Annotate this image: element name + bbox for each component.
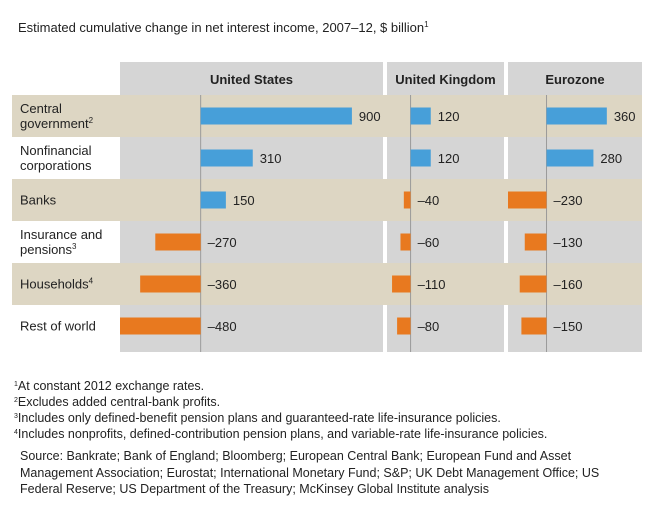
value-label: 360 <box>614 109 636 124</box>
category-label: Insurance and pensions3 <box>20 227 116 257</box>
value-label: –150 <box>554 319 583 334</box>
footnote-marker: 1 <box>14 381 18 388</box>
footnote-text: Includes only defined-benefit pension pl… <box>17 411 501 425</box>
category-note: 2 <box>88 116 94 125</box>
bar <box>397 317 411 335</box>
footnote-text: Excludes added central-bank profits. <box>17 395 221 409</box>
panel-header: Eurozone <box>545 72 605 87</box>
bar <box>403 191 411 209</box>
bar <box>155 233 201 251</box>
bar <box>120 317 201 335</box>
value-label: –110 <box>418 277 446 292</box>
bar <box>410 107 431 125</box>
category-label: Central government2 <box>20 101 116 131</box>
category-text: Households <box>20 276 89 292</box>
category-text: Nonfinancial corporations <box>20 143 92 173</box>
value-label: –80 <box>418 319 440 334</box>
category-text: Insurance and pensions <box>20 227 103 257</box>
footnote-marker: 3 <box>14 413 18 420</box>
footnote-text: At constant 2012 exchange rates. <box>17 379 205 393</box>
category-label: Rest of world <box>20 319 116 334</box>
value-label: –230 <box>554 193 583 208</box>
title-note: 1 <box>424 20 429 29</box>
footnote: 1At constant 2012 exchange rates. <box>14 378 204 394</box>
category-label: Households4 <box>20 277 116 292</box>
footnote-marker: 2 <box>14 397 18 404</box>
bar <box>524 233 547 251</box>
source: Source: Bankrate; Bank of England; Bloom… <box>20 449 600 496</box>
bar <box>410 149 431 167</box>
category-label: Nonfinancial corporations <box>20 143 116 173</box>
bar <box>200 191 226 209</box>
value-label: –480 <box>208 319 237 334</box>
bar <box>521 317 547 335</box>
category-label: Banks <box>20 193 116 208</box>
value-label: –360 <box>208 277 237 292</box>
category-text: Central government <box>20 101 89 131</box>
value-label: 280 <box>600 151 622 166</box>
panel-header: United Kingdom <box>395 72 496 87</box>
footnote: 3Includes only defined-benefit pension p… <box>14 410 501 426</box>
chart-title-block: Estimated cumulative change in net inter… <box>18 20 429 35</box>
footnote: 2Excludes added central-bank profits. <box>14 394 220 410</box>
footnote-text: Includes nonprofits, defined-contributio… <box>17 427 548 441</box>
bar <box>200 107 352 125</box>
category-note: 4 <box>88 276 94 286</box>
value-label: 150 <box>233 193 255 208</box>
bar <box>519 275 547 293</box>
value-label: 310 <box>260 151 282 166</box>
value-label: 120 <box>438 151 460 166</box>
bar <box>508 191 547 209</box>
value-label: –60 <box>418 235 440 250</box>
value-label: –160 <box>554 277 583 292</box>
bar <box>200 149 253 167</box>
value-label: –40 <box>418 193 440 208</box>
bar <box>140 275 201 293</box>
value-label: –130 <box>554 235 583 250</box>
category-text: Banks <box>20 192 57 208</box>
category-text: Rest of world <box>20 318 96 334</box>
footnote: 4Includes nonprofits, defined-contributi… <box>14 426 547 442</box>
footnote-marker: 4 <box>14 429 18 436</box>
panel-header: United States <box>209 72 294 87</box>
bar <box>546 149 594 167</box>
value-label: 120 <box>438 109 460 124</box>
value-label: –270 <box>208 235 237 250</box>
category-note: 3 <box>72 242 77 251</box>
bar <box>400 233 411 251</box>
bar <box>392 275 411 293</box>
chart-title: Estimated cumulative change in net inter… <box>18 20 425 35</box>
value-label: 900 <box>359 109 381 124</box>
bar <box>546 107 607 125</box>
